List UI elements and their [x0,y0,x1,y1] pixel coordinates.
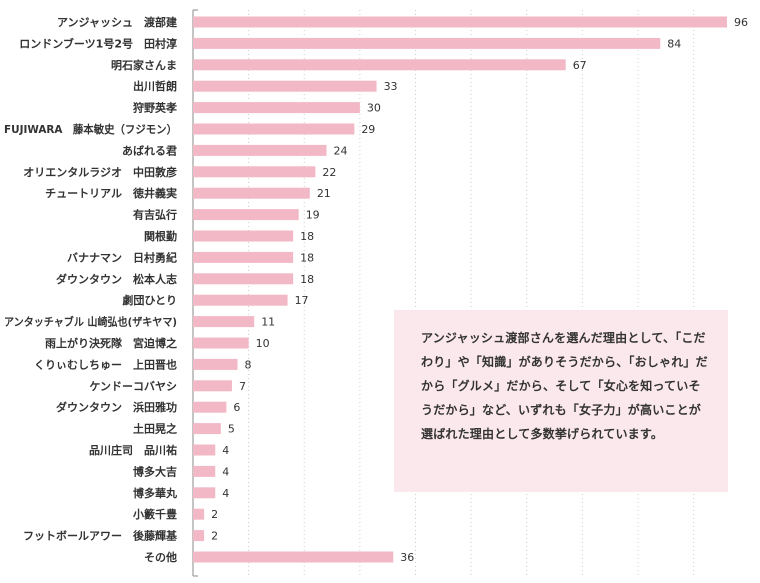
category-label: アンジャッシュ 渡部建 [57,15,178,29]
bar [193,102,360,114]
value-label: 36 [400,551,414,564]
value-label: 10 [256,337,270,350]
value-label: 22 [322,166,336,179]
bar [193,166,316,178]
category-label: フットボールアワー 後藤輝基 [23,529,178,543]
value-label: 4 [222,444,229,457]
bar [193,230,294,242]
annotation-text: アンジャッシュ渡部さんを選んだ理由として、「こだわり」や「知識」がありそうだから… [421,331,708,441]
value-label: 18 [300,230,314,243]
annotation-box: アンジャッシュ渡部さんを選んだ理由として、「こだわり」や「知識」がありそうだから… [394,310,728,492]
category-label: 狩野英孝 [132,101,177,115]
category-label: FUJIWARA 藤本敏史（フジモン） [4,122,177,136]
value-label: 4 [222,487,229,500]
value-label: 96 [734,16,748,29]
value-label: 17 [295,294,309,307]
bar [193,423,221,435]
bar [193,123,355,135]
bar [193,294,288,306]
bar [193,530,205,542]
value-label: 5 [228,423,235,436]
value-label: 6 [233,401,240,414]
bar [193,551,394,563]
value-label: 2 [211,508,218,521]
bar [193,316,255,328]
value-label: 24 [334,144,348,157]
value-label: 18 [300,251,314,264]
category-label: 博多大吉 [133,464,177,478]
bar [193,16,727,28]
bar [193,358,238,370]
bar [193,273,294,285]
bar [193,80,377,92]
category-label: 有吉弘行 [133,208,177,222]
value-label: 11 [261,316,275,329]
value-label: 19 [306,209,320,222]
category-label: その他 [144,550,177,564]
category-label: 博多華丸 [133,486,178,500]
category-label: アンタッチャブル 山崎弘也(ザキヤマ) [4,315,177,329]
category-label: 劇団ひとり [122,293,177,307]
category-label: ケンドーコバヤシ [89,380,177,393]
bar [193,251,294,263]
category-label: くりぃむしちゅー 上田晋也 [34,357,177,371]
value-label: 2 [211,530,218,543]
category-label: 小籔千豊 [132,507,177,521]
value-label: 18 [300,273,314,286]
value-label: 84 [667,37,681,50]
value-label: 30 [367,102,381,115]
bar [193,144,327,156]
category-label: ロンドンブーツ1号2号 田村淳 [19,36,177,50]
bar [193,380,232,392]
category-label: オリエンタルラジオ 中田敦彦 [23,165,177,179]
category-label: 土田晃之 [133,422,177,436]
bar [193,37,661,49]
bar [193,508,205,520]
bar [193,444,216,456]
bar [193,209,299,221]
category-label: 出川哲朗 [133,79,177,93]
category-label: バナナマン 日村勇紀 [67,250,177,264]
value-label: 29 [361,123,375,136]
category-label: ダウンタウン 浜田雅功 [56,400,177,414]
category-label: あばれる君 [122,143,177,157]
value-label: 21 [317,187,331,200]
category-label: チュートリアル 徳井義実 [45,186,177,200]
value-label: 67 [573,59,587,72]
category-label: 品川庄司 品川祐 [89,443,177,457]
bar [193,401,227,413]
category-label: 明石家さんま [111,58,177,72]
bar [193,337,249,349]
category-label: 雨上がり決死隊 宮迫博之 [45,336,177,350]
bar [193,59,566,71]
category-label: 関根勤 [144,229,177,243]
bar [193,487,216,499]
value-label: 33 [384,80,398,93]
value-label: 7 [239,380,246,393]
bar [193,187,310,199]
bar [193,465,216,477]
value-label: 8 [245,358,252,371]
category-label: ダウンタウン 松本人志 [56,272,177,286]
value-label: 4 [222,465,229,478]
